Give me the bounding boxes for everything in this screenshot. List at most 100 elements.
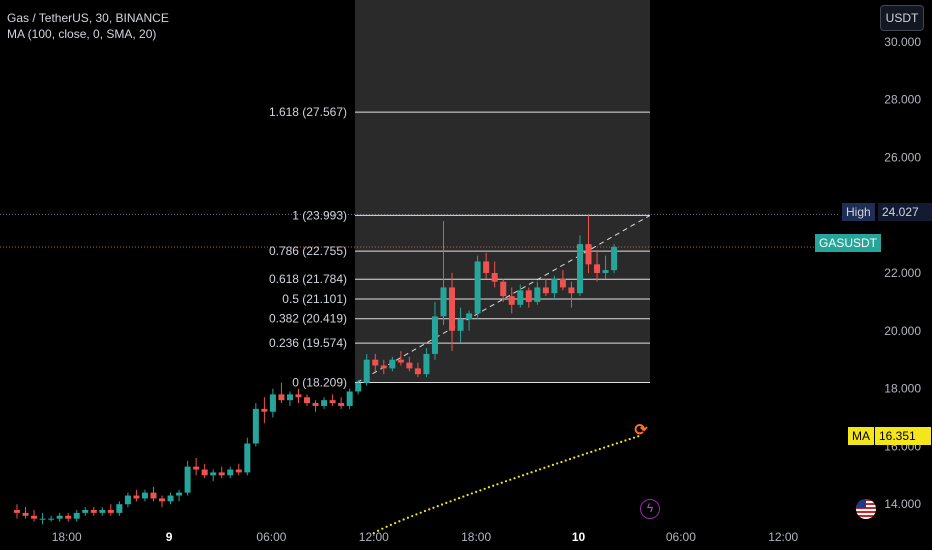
ma-point [453, 498, 456, 501]
ma-point [517, 475, 520, 478]
y-tick-label: 22.000 [884, 266, 921, 280]
ma-point [560, 460, 563, 464]
ma-point [466, 493, 469, 497]
flash-icon[interactable]: ϟ [640, 499, 660, 519]
fib-level-label: 0.382 (20.419) [269, 312, 347, 326]
fib-level-label: 0.5 (21.101) [282, 292, 347, 306]
candle-body [82, 509, 89, 513]
ma-point [581, 453, 584, 456]
candle-body [542, 287, 549, 294]
ma-point [620, 440, 623, 444]
candle-body [517, 290, 524, 305]
candle-body [295, 394, 302, 398]
x-tick-label: 12:00 [768, 530, 798, 544]
y-tick-label: 20.000 [884, 324, 921, 338]
candle-body [431, 316, 438, 354]
currency-button[interactable]: USDT [880, 5, 924, 31]
ma-point [556, 462, 559, 465]
candle-body [269, 394, 276, 412]
ma-point [573, 456, 576, 459]
candle-body [611, 246, 618, 271]
candle-body [346, 391, 353, 406]
ma-point [457, 497, 461, 500]
ma-point [594, 449, 597, 452]
ma-point [385, 525, 388, 528]
candle-body [218, 472, 225, 476]
symbol-title[interactable]: Gas / TetherUS, 30, BINANCE [7, 11, 169, 25]
candle-body [594, 264, 601, 273]
replay-icon[interactable]: ⟳ [634, 422, 648, 439]
ma-point [462, 495, 465, 498]
indicator-legend[interactable]: MA (100, close, 0, SMA, 20) [7, 27, 157, 41]
candle-body [372, 359, 379, 366]
candle-body [457, 319, 464, 331]
ma-point [381, 527, 384, 530]
ma-point [496, 483, 499, 486]
ma-point [487, 486, 491, 489]
candle-body [576, 244, 583, 294]
candle-body [466, 313, 473, 320]
ma-point [534, 469, 537, 472]
candle-body [99, 509, 106, 513]
candle-body [124, 495, 131, 505]
x-tick-label: 10 [572, 530, 586, 544]
ma-point [607, 445, 610, 448]
ma-point [389, 523, 392, 526]
us-flag-icon[interactable] [856, 499, 876, 519]
ma-point [411, 514, 414, 518]
candle-body [491, 272, 498, 282]
candle-body [141, 492, 148, 499]
candle-body [244, 443, 251, 473]
x-tick-label: 06:00 [666, 530, 696, 544]
y-tick-label: 18.000 [884, 382, 921, 396]
ma-point [475, 490, 478, 493]
candle-body [551, 278, 558, 294]
candle-body [449, 287, 456, 331]
ma-point [521, 474, 525, 477]
ma-point [509, 478, 512, 481]
candle-body [474, 261, 481, 314]
ma-point [615, 442, 618, 445]
candle-body [210, 472, 217, 476]
fib-level-label: 0 (18.209) [292, 376, 347, 390]
candle-body [14, 509, 20, 513]
candle-body [176, 492, 183, 496]
candle-body [304, 397, 311, 404]
candle-body [321, 400, 328, 406]
ma-point [513, 477, 516, 480]
candle-body [500, 281, 507, 297]
ma-point [504, 480, 508, 483]
ma-point [423, 509, 427, 513]
candle-body [338, 403, 345, 406]
ma-point [530, 471, 533, 474]
ma-point [436, 505, 439, 508]
ma-point [470, 492, 473, 495]
ma-point [624, 439, 627, 442]
candle-body [312, 403, 319, 406]
candle-body [525, 290, 532, 302]
candle-body [559, 278, 566, 288]
candle-body [235, 469, 242, 473]
candle-body [22, 512, 29, 516]
candle-body [414, 368, 421, 375]
ma-point [419, 511, 422, 514]
ma-point [526, 472, 529, 475]
fib-zone [355, 0, 650, 383]
candle-body [159, 498, 166, 502]
candle-body [602, 270, 609, 273]
ma-point [632, 436, 636, 439]
candle-body [278, 394, 285, 401]
ma-point [428, 508, 431, 511]
candle-body [167, 495, 174, 502]
candle-body [201, 469, 208, 476]
candle-body [184, 466, 191, 493]
y-tick-label: 28.000 [884, 93, 921, 107]
ma-point [611, 443, 614, 446]
candle-body [483, 261, 490, 273]
x-tick-label: 9 [166, 530, 173, 544]
ma-point [394, 521, 397, 525]
x-tick-label: 18:00 [52, 530, 82, 544]
candle-body [329, 400, 336, 404]
candle-body [440, 287, 447, 317]
